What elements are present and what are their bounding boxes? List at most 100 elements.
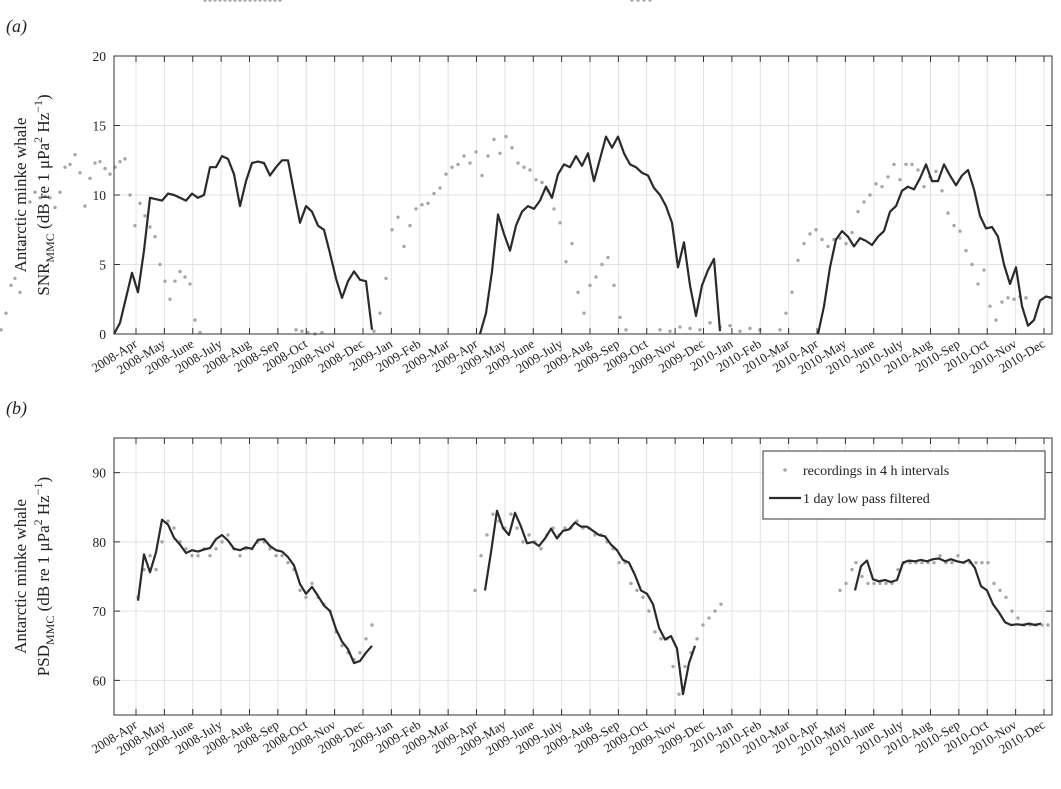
data-point bbox=[1012, 297, 1016, 301]
data-point bbox=[364, 637, 368, 641]
y-axis-label-part: Hz bbox=[34, 112, 53, 137]
data-point bbox=[844, 241, 848, 246]
data-point bbox=[738, 329, 742, 333]
data-point bbox=[492, 137, 496, 142]
data-point bbox=[904, 162, 908, 167]
y-axis-label-part: 2 bbox=[31, 137, 45, 143]
panel-label: (b) bbox=[6, 398, 27, 419]
y-tick-label: 10 bbox=[93, 188, 107, 203]
data-point bbox=[940, 189, 944, 193]
data-point bbox=[522, 165, 526, 169]
data-point bbox=[274, 554, 278, 558]
data-point bbox=[268, 0, 272, 2]
data-point bbox=[280, 554, 284, 558]
data-point bbox=[647, 609, 651, 613]
data-point bbox=[1006, 296, 1010, 300]
data-point bbox=[438, 186, 442, 190]
data-point bbox=[370, 623, 374, 627]
data-point bbox=[884, 581, 888, 586]
y-axis-label-part: (dB re 1 μPa bbox=[34, 142, 53, 233]
data-point bbox=[636, 0, 640, 2]
panel-b: (b)607080902008-Apr2008-May2008-June2008… bbox=[6, 398, 1053, 758]
data-point bbox=[0, 328, 3, 332]
data-point bbox=[184, 547, 188, 551]
y-axis-label-part: −1 bbox=[31, 100, 45, 113]
data-point bbox=[408, 223, 412, 228]
y-tick-label: 20 bbox=[93, 49, 107, 64]
data-point bbox=[844, 581, 848, 586]
data-point bbox=[719, 602, 723, 606]
data-point bbox=[658, 328, 662, 332]
data-point bbox=[814, 228, 818, 232]
data-point bbox=[173, 279, 177, 283]
y-axis-label-part: MMC bbox=[43, 616, 57, 645]
data-point bbox=[653, 630, 657, 634]
data-point bbox=[552, 207, 556, 211]
data-point bbox=[854, 560, 858, 565]
data-point bbox=[118, 159, 122, 164]
data-point bbox=[306, 330, 310, 335]
data-point bbox=[148, 554, 152, 558]
data-point bbox=[922, 184, 926, 189]
data-point bbox=[98, 159, 102, 164]
data-point bbox=[678, 325, 682, 329]
y-axis-label-part: SNR bbox=[34, 262, 53, 296]
data-point bbox=[166, 519, 170, 523]
data-point bbox=[103, 166, 107, 171]
data-point bbox=[38, 196, 42, 200]
scatter-points bbox=[838, 554, 1050, 627]
data-point bbox=[617, 560, 621, 565]
data-point bbox=[982, 268, 986, 272]
data-point bbox=[53, 205, 57, 210]
data-point bbox=[178, 269, 182, 274]
data-point bbox=[576, 290, 580, 294]
data-point bbox=[133, 223, 137, 228]
y-axis-label-part: −1 bbox=[31, 482, 45, 495]
data-point bbox=[528, 168, 532, 172]
y-axis-label-part: Hz bbox=[34, 495, 53, 520]
data-point bbox=[143, 214, 147, 218]
data-point bbox=[18, 290, 22, 294]
data-point bbox=[618, 315, 622, 320]
data-point bbox=[420, 203, 424, 207]
data-point bbox=[1016, 616, 1020, 620]
data-point bbox=[223, 0, 227, 2]
scatter-points bbox=[294, 328, 324, 336]
data-point bbox=[594, 275, 598, 279]
axes-box bbox=[113, 437, 1053, 716]
data-point bbox=[248, 0, 252, 2]
y-axis-label-line1: Antarctic minke whale bbox=[11, 499, 30, 654]
y-tick-label: 5 bbox=[99, 258, 106, 273]
data-point bbox=[570, 241, 574, 246]
data-point bbox=[713, 609, 717, 613]
data-point bbox=[641, 595, 645, 599]
data-point bbox=[1040, 623, 1044, 627]
data-point bbox=[154, 567, 158, 572]
data-point bbox=[534, 178, 538, 182]
data-point bbox=[83, 204, 87, 208]
data-point bbox=[898, 178, 902, 182]
data-point bbox=[920, 560, 924, 565]
data-point bbox=[23, 241, 27, 246]
data-point bbox=[268, 547, 272, 551]
data-point bbox=[515, 526, 519, 530]
data-point bbox=[238, 0, 242, 2]
data-point bbox=[802, 241, 806, 246]
data-point bbox=[558, 221, 562, 225]
data-point bbox=[450, 165, 454, 169]
data-point bbox=[563, 526, 567, 530]
data-point bbox=[48, 196, 52, 200]
y-tick-label: 80 bbox=[93, 535, 107, 550]
data-point bbox=[158, 262, 162, 267]
data-point bbox=[708, 321, 712, 325]
scatter-points bbox=[0, 0, 282, 335]
data-point bbox=[516, 161, 520, 165]
data-point bbox=[916, 168, 920, 172]
data-point bbox=[226, 533, 230, 537]
data-point bbox=[986, 560, 990, 565]
data-point bbox=[988, 304, 992, 308]
data-point bbox=[956, 554, 960, 558]
data-point bbox=[286, 560, 290, 565]
data-point bbox=[479, 554, 483, 558]
